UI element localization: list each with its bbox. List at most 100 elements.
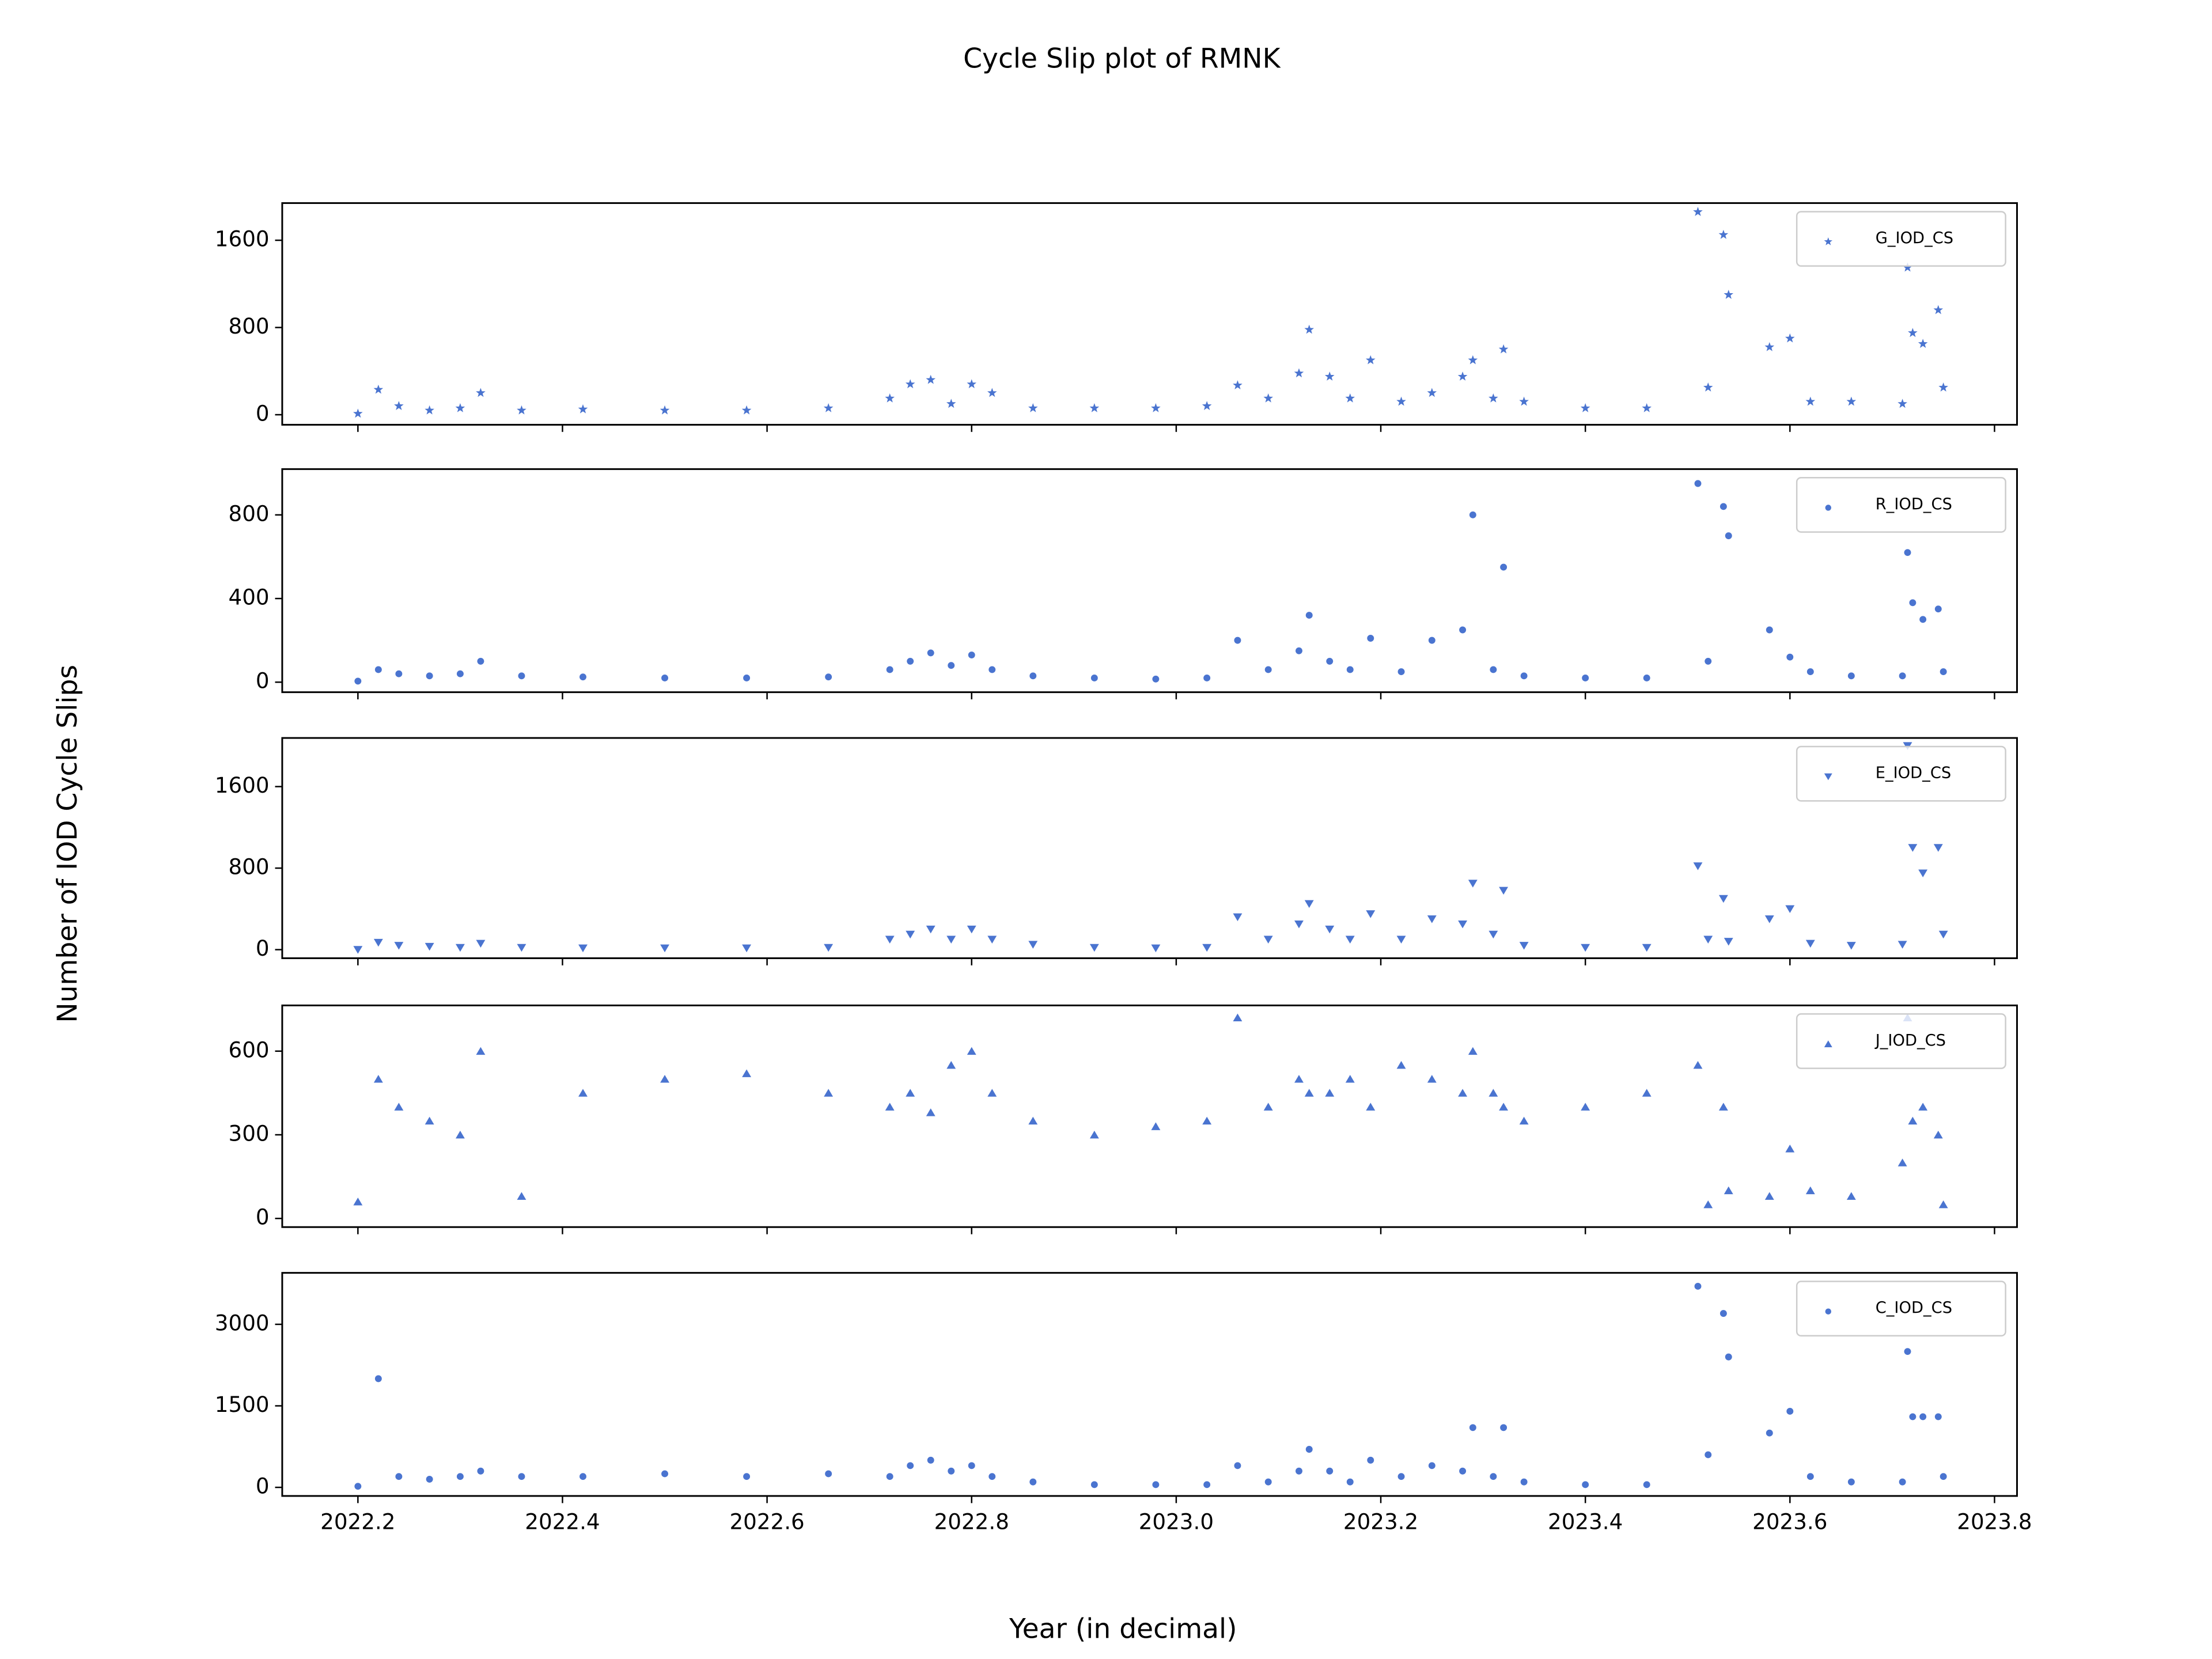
point bbox=[905, 379, 915, 389]
axes-frame bbox=[281, 1272, 2018, 1497]
point bbox=[1499, 887, 1509, 895]
point bbox=[1903, 262, 1912, 272]
point bbox=[1520, 672, 1528, 680]
point bbox=[1488, 930, 1498, 939]
point bbox=[824, 944, 834, 952]
legend-label: G_IOD_CS bbox=[1876, 229, 1953, 247]
point bbox=[1908, 328, 1918, 338]
point bbox=[1847, 672, 1855, 680]
point bbox=[1933, 1130, 1943, 1139]
point bbox=[1263, 935, 1273, 944]
point bbox=[660, 1075, 669, 1083]
point bbox=[1028, 941, 1038, 949]
point bbox=[1904, 549, 1911, 556]
point bbox=[1202, 944, 1212, 952]
point bbox=[1294, 368, 1304, 378]
x-tick-label: 2023.0 bbox=[1139, 1509, 1214, 1535]
point bbox=[1519, 942, 1529, 950]
point bbox=[1263, 393, 1274, 403]
point bbox=[1397, 668, 1405, 676]
point bbox=[1705, 657, 1712, 665]
point bbox=[1305, 612, 1313, 619]
point bbox=[1806, 668, 1814, 676]
point bbox=[1294, 1075, 1304, 1083]
point bbox=[1764, 1192, 1774, 1200]
point bbox=[1458, 920, 1468, 929]
legend-marker bbox=[1824, 773, 1832, 781]
point bbox=[1846, 396, 1857, 406]
point bbox=[1324, 371, 1335, 381]
point bbox=[743, 675, 751, 681]
point bbox=[1296, 1467, 1302, 1475]
point bbox=[1582, 1481, 1589, 1488]
point bbox=[967, 379, 977, 389]
y-tick-label: 0 bbox=[256, 1205, 270, 1230]
legend-box bbox=[1796, 1013, 2006, 1069]
point bbox=[1203, 675, 1211, 681]
point bbox=[1846, 942, 1856, 950]
point bbox=[1806, 1473, 1814, 1480]
point bbox=[1469, 511, 1476, 518]
point bbox=[886, 666, 893, 673]
x-tick-label: 2023.2 bbox=[1343, 1509, 1418, 1535]
point bbox=[354, 677, 362, 685]
point bbox=[1724, 938, 1733, 946]
point bbox=[1786, 653, 1794, 661]
point bbox=[426, 1475, 433, 1483]
y-tick-label: 600 bbox=[229, 1037, 270, 1062]
point bbox=[946, 1060, 956, 1069]
legend-label: J_IOD_CS bbox=[1874, 1032, 1946, 1050]
point bbox=[1090, 675, 1098, 681]
point bbox=[1642, 1089, 1652, 1097]
point bbox=[926, 925, 935, 934]
point bbox=[517, 1192, 527, 1200]
point bbox=[1899, 672, 1906, 680]
point bbox=[1304, 900, 1314, 908]
point bbox=[1933, 305, 1944, 315]
point bbox=[1203, 1481, 1211, 1488]
point bbox=[1908, 844, 1918, 852]
point bbox=[578, 1089, 588, 1097]
point bbox=[1520, 1478, 1528, 1486]
point bbox=[1938, 1200, 1948, 1209]
point bbox=[1427, 1075, 1437, 1083]
point bbox=[1029, 672, 1037, 680]
point bbox=[1785, 1145, 1795, 1153]
point bbox=[987, 1089, 997, 1097]
point bbox=[477, 657, 484, 665]
point bbox=[742, 1069, 752, 1077]
point bbox=[907, 657, 914, 665]
point bbox=[1089, 403, 1100, 412]
point bbox=[579, 673, 586, 681]
point bbox=[1325, 1089, 1335, 1097]
point bbox=[968, 652, 975, 659]
point bbox=[824, 1089, 834, 1097]
point bbox=[1202, 1116, 1212, 1125]
point bbox=[1938, 930, 1948, 939]
point bbox=[1428, 637, 1435, 644]
point bbox=[1847, 1478, 1855, 1486]
point bbox=[946, 935, 956, 944]
point bbox=[1366, 1103, 1376, 1111]
point bbox=[395, 1473, 403, 1480]
point bbox=[1089, 944, 1099, 952]
point bbox=[1919, 1413, 1927, 1421]
point bbox=[1500, 563, 1508, 571]
point bbox=[967, 1047, 976, 1055]
point bbox=[948, 662, 955, 669]
point bbox=[1304, 1089, 1314, 1097]
point bbox=[374, 1375, 382, 1382]
point bbox=[1233, 913, 1243, 922]
axes-frame bbox=[281, 737, 2018, 959]
point bbox=[1346, 1478, 1354, 1486]
point bbox=[1519, 1116, 1529, 1125]
legend-marker bbox=[1824, 237, 1833, 245]
point bbox=[1519, 396, 1529, 406]
x-tick-label: 2022.6 bbox=[729, 1509, 804, 1535]
point bbox=[967, 925, 976, 934]
point bbox=[1918, 339, 1928, 348]
point bbox=[476, 1047, 486, 1055]
point bbox=[1908, 1116, 1918, 1125]
point bbox=[1693, 207, 1703, 216]
